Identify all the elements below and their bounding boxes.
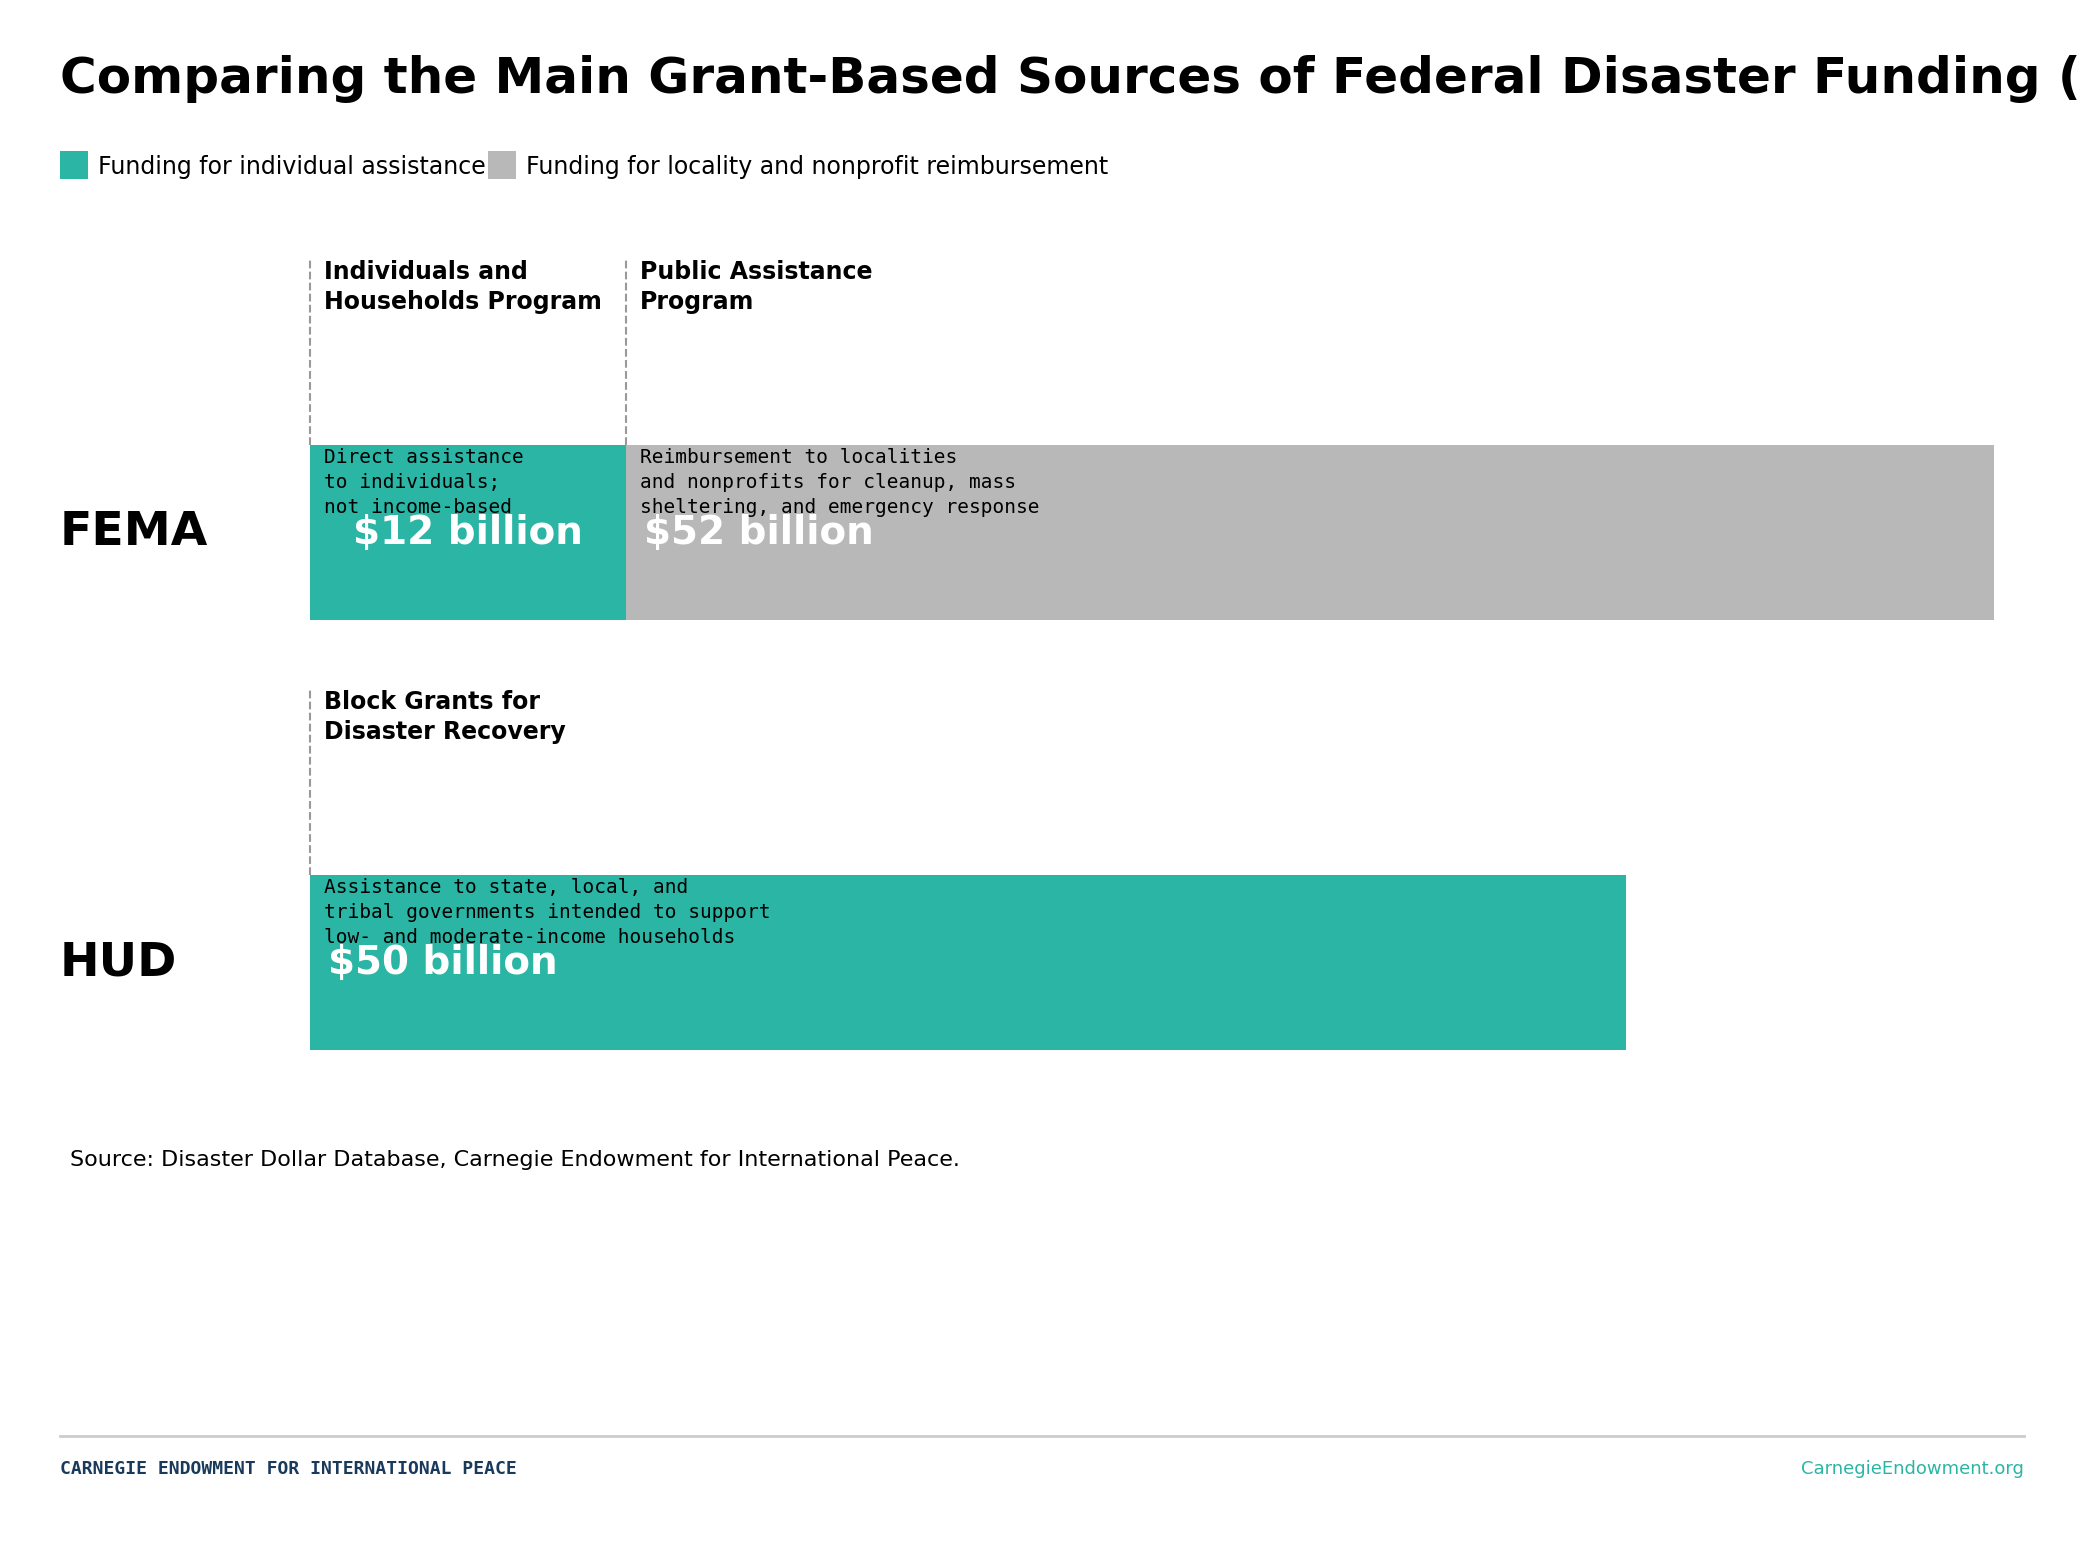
Text: Direct assistance
to individuals;
not income-based: Direct assistance to individuals; not in… <box>323 448 523 516</box>
Text: Public Assistance
Program: Public Assistance Program <box>640 260 873 314</box>
Text: Funding for locality and nonprofit reimbursement: Funding for locality and nonprofit reimb… <box>525 156 1109 179</box>
Text: CarnegieEndowment.org: CarnegieEndowment.org <box>1801 1459 2024 1478</box>
Bar <box>60 151 88 179</box>
Text: $50 billion: $50 billion <box>327 943 559 982</box>
Text: HUD: HUD <box>60 940 177 985</box>
Text: Reimbursement to localities
and nonprofits for cleanup, mass
sheltering, and eme: Reimbursement to localities and nonprofi… <box>640 448 1040 516</box>
Text: CARNEGIE ENDOWMENT FOR INTERNATIONAL PEACE: CARNEGIE ENDOWMENT FOR INTERNATIONAL PEA… <box>60 1459 517 1478</box>
Text: Block Grants for
Disaster Recovery: Block Grants for Disaster Recovery <box>323 690 565 744</box>
Bar <box>311 875 1626 1049</box>
Bar <box>625 445 1994 619</box>
Text: Assistance to state, local, and
tribal governments intended to support
low- and : Assistance to state, local, and tribal g… <box>323 878 771 948</box>
Text: Source: Disaster Dollar Database, Carnegie Endowment for International Peace.: Source: Disaster Dollar Database, Carneg… <box>71 1150 961 1170</box>
Text: $52 billion: $52 billion <box>644 513 873 552</box>
Bar <box>488 151 517 179</box>
Text: $12 billion: $12 billion <box>352 513 584 552</box>
Text: FEMA: FEMA <box>60 510 208 555</box>
Text: Comparing the Main Grant-Based Sources of Federal Disaster Funding (2015–2024): Comparing the Main Grant-Based Sources o… <box>60 55 2084 103</box>
Bar <box>311 445 625 619</box>
Text: Funding for individual assistance: Funding for individual assistance <box>98 156 486 179</box>
Text: Individuals and
Households Program: Individuals and Households Program <box>323 260 602 314</box>
